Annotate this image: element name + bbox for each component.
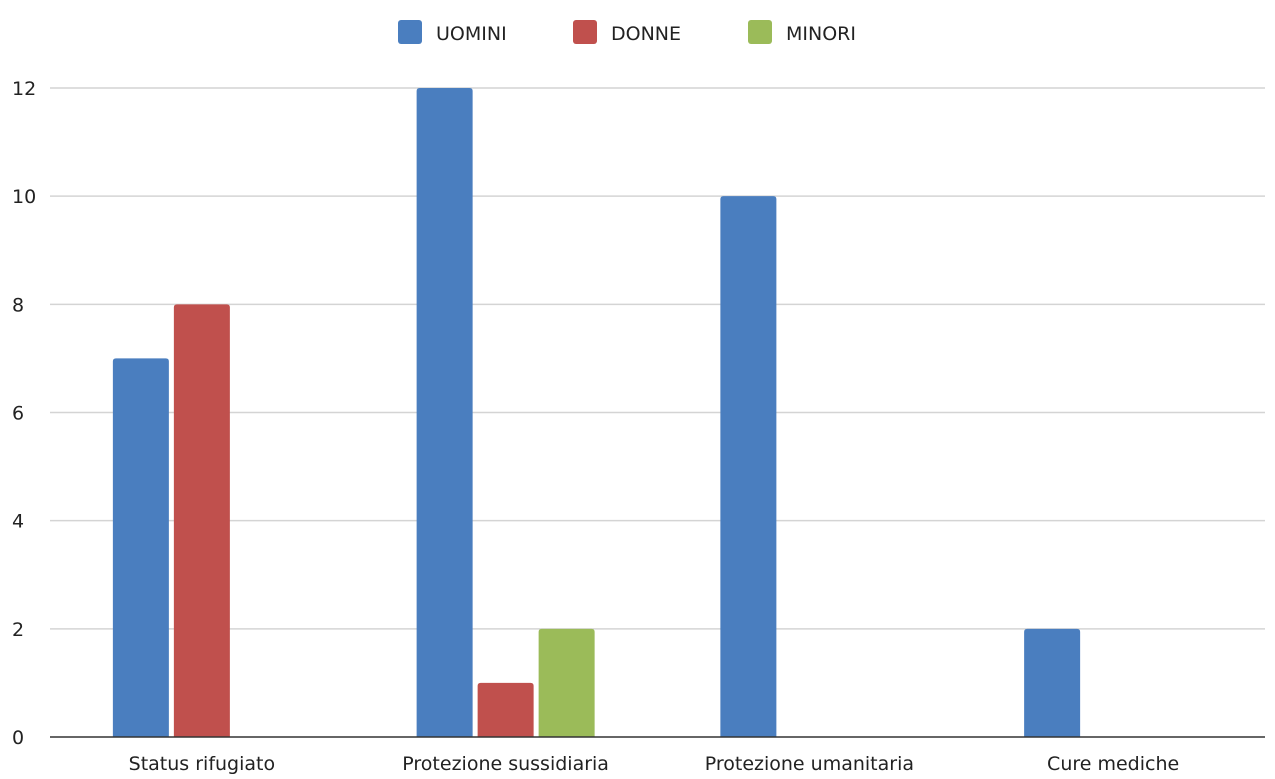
legend-label-minori: MINORI (786, 23, 856, 45)
bar-uomini-0 (112, 358, 169, 737)
gridlines (50, 87, 1265, 630)
bar-uomini-1 (416, 88, 473, 737)
legend-swatch-donne (573, 20, 597, 44)
y-tick-label-8: 8 (12, 294, 24, 316)
bar-uomini-3 (1024, 628, 1081, 737)
bar-minori-1 (538, 628, 595, 737)
x-axis-category-labels: Status rifugiato Protezione sussidiaria Pr… (129, 753, 1180, 775)
y-tick-label-0: 0 (12, 727, 24, 749)
bar-donne-1 (477, 682, 534, 737)
bar-donne-0 (173, 304, 230, 737)
y-tick-label-12: 12 (12, 78, 36, 100)
x-category-label-1: Protezione sussidiaria (402, 753, 609, 775)
legend-label-uomini: UOMINI (436, 23, 507, 45)
y-axis-ticks: 0 2 4 6 8 10 12 (12, 78, 36, 749)
legend: UOMINI DONNE MINORI (398, 20, 856, 45)
legend-swatch-uomini (398, 20, 422, 44)
bars (112, 88, 1081, 737)
y-tick-label-4: 4 (12, 511, 24, 533)
y-tick-label-10: 10 (12, 186, 36, 208)
bar-uomini-2 (720, 196, 777, 737)
y-tick-label-6: 6 (12, 403, 24, 425)
y-tick-label-2: 2 (12, 619, 24, 641)
x-category-label-2: Protezione umanitaria (705, 753, 914, 775)
legend-label-donne: DONNE (611, 23, 681, 45)
x-category-label-0: Status rifugiato (129, 753, 275, 775)
legend-swatch-minori (748, 20, 772, 44)
x-category-label-3: Cure mediche (1047, 753, 1179, 775)
